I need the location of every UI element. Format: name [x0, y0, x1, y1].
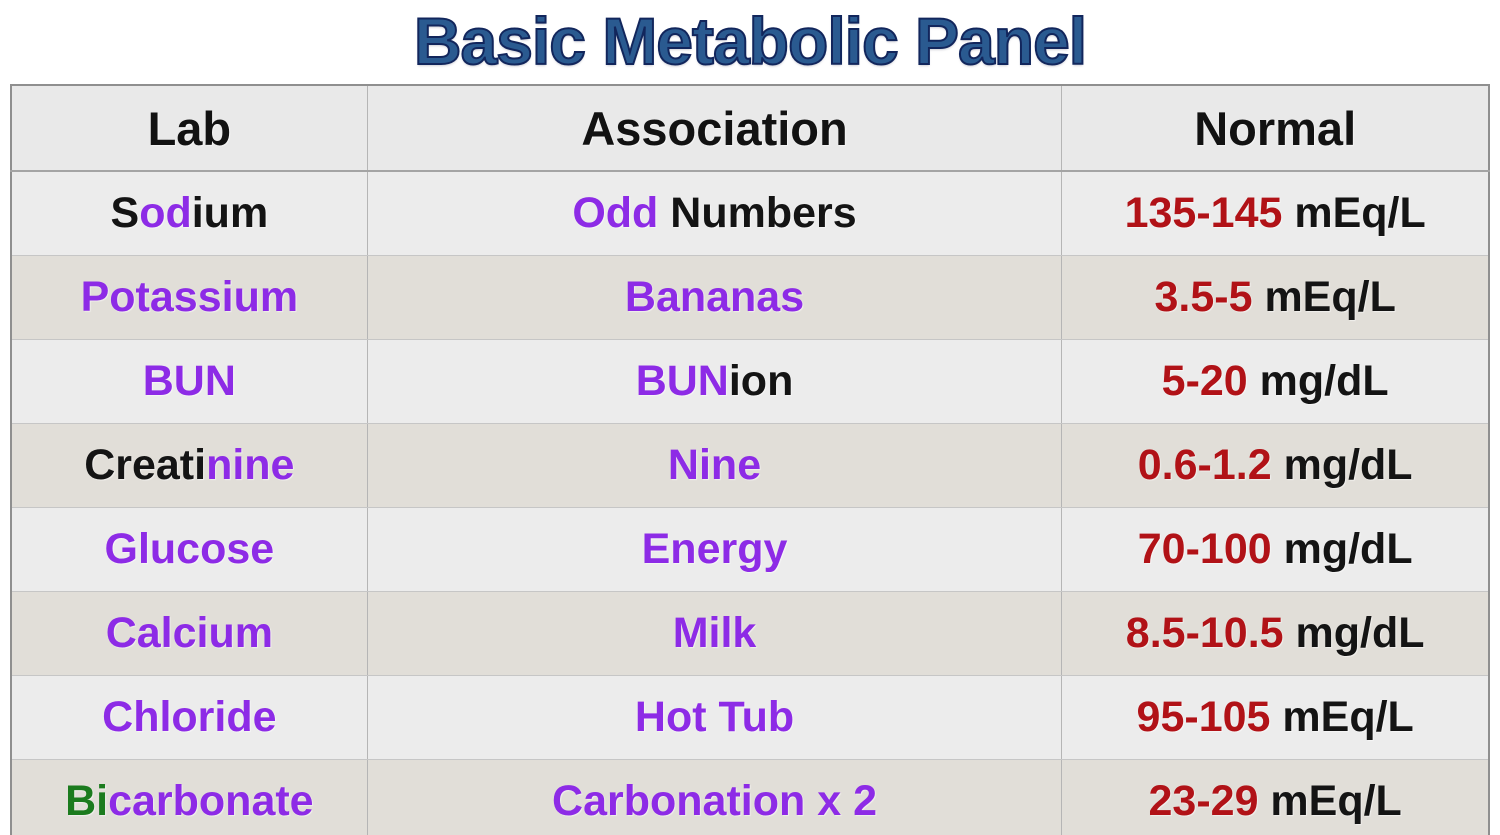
lab-cell: Calcium: [10, 591, 368, 676]
text-segment: mg/dL: [1283, 609, 1425, 657]
text-segment: 135-145: [1124, 189, 1283, 237]
lab-cell: Potassium: [10, 255, 368, 340]
text-segment: Odd: [572, 189, 659, 237]
column-header-normal: Normal: [1061, 84, 1490, 172]
table-row: Sodium Odd Numbers 135-145 mEq/L: [10, 170, 1490, 256]
text-segment: carbonate: [108, 777, 314, 825]
text-segment: ium: [191, 189, 269, 237]
lab-cell: Glucose: [10, 507, 368, 592]
normal-range-cell: 5-20 mg/dL: [1061, 339, 1490, 424]
text-segment: Numbers: [658, 189, 857, 237]
text-segment: od: [139, 189, 192, 237]
text-segment: Glucose: [104, 525, 275, 573]
table-header: Lab Association Normal: [10, 84, 1490, 172]
page-title: Basic Metabolic Panel: [413, 3, 1088, 79]
normal-range-cell: 8.5-10.5 mg/dL: [1061, 591, 1490, 676]
text-segment: Milk: [672, 609, 757, 657]
text-segment: BUN: [635, 357, 729, 405]
normal-range-cell: 23-29 mEq/L: [1061, 759, 1490, 835]
text-segment: 8.5-10.5: [1125, 609, 1284, 657]
table-row: Bicarbonate Carbonation x 2 23-29 mEq/L: [10, 759, 1490, 835]
lab-cell: Bicarbonate: [10, 759, 368, 835]
association-cell: Carbonation x 2: [366, 759, 1063, 835]
table-row: BUN BUNion 5-20 mg/dL: [10, 339, 1490, 424]
text-segment: 95-105: [1136, 693, 1271, 741]
association-cell: Nine: [366, 423, 1063, 508]
text-segment: mg/dL: [1271, 525, 1413, 573]
text-segment: 5-20: [1161, 357, 1248, 405]
text-segment: 70-100: [1137, 525, 1272, 573]
text-segment: Creati: [84, 441, 207, 489]
text-segment: 23-29: [1148, 777, 1259, 825]
text-segment: Hot Tub: [634, 693, 795, 741]
text-segment: mEq/L: [1282, 189, 1426, 237]
column-header-association: Association: [366, 84, 1063, 172]
text-segment: Bi: [65, 777, 109, 825]
association-cell: BUNion: [366, 339, 1063, 424]
table-body: Sodium Odd Numbers 135-145 mEq/L Potassium B…: [10, 170, 1490, 835]
header-row: Lab Association Normal: [10, 84, 1490, 172]
normal-range-cell: 95-105 mEq/L: [1061, 675, 1490, 760]
association-cell: Bananas: [366, 255, 1063, 340]
text-segment: Bananas: [624, 273, 805, 321]
lab-cell: Creatinine: [10, 423, 368, 508]
table-row: Glucose Energy 70-100 mg/dL: [10, 507, 1490, 592]
association-cell: Hot Tub: [366, 675, 1063, 760]
association-cell: Milk: [366, 591, 1063, 676]
text-segment: Chloride: [102, 693, 277, 741]
text-segment: mEq/L: [1252, 273, 1396, 321]
association-cell: Energy: [366, 507, 1063, 592]
normal-range-cell: 0.6-1.2 mg/dL: [1061, 423, 1490, 508]
text-segment: Carbonation x 2: [552, 777, 877, 825]
metabolic-panel-table: Lab Association Normal Sodium Odd Numbers…: [10, 84, 1490, 835]
text-segment: mEq/L: [1270, 693, 1414, 741]
text-segment: mg/dL: [1271, 441, 1413, 489]
lab-cell: Chloride: [10, 675, 368, 760]
lab-cell: Sodium: [10, 170, 368, 256]
text-segment: ion: [728, 357, 794, 405]
text-segment: Energy: [641, 525, 788, 573]
text-segment: mEq/L: [1258, 777, 1402, 825]
lab-cell: BUN: [10, 339, 368, 424]
text-segment: 0.6-1.2: [1137, 441, 1272, 489]
normal-range-cell: 3.5-5 mEq/L: [1061, 255, 1490, 340]
association-cell: Odd Numbers: [366, 170, 1063, 256]
text-segment: BUN: [142, 357, 236, 405]
table-row: Calcium Milk 8.5-10.5 mg/dL: [10, 591, 1490, 676]
normal-range-cell: 135-145 mEq/L: [1061, 170, 1490, 256]
normal-range-cell: 70-100 mg/dL: [1061, 507, 1490, 592]
text-segment: nine: [206, 441, 295, 489]
text-segment: Calcium: [105, 609, 273, 657]
text-segment: 3.5-5: [1154, 273, 1253, 321]
table-row: Chloride Hot Tub 95-105 mEq/L: [10, 675, 1490, 760]
text-segment: Potassium: [80, 273, 299, 321]
text-segment: mg/dL: [1247, 357, 1389, 405]
text-segment: S: [110, 189, 140, 237]
column-header-lab: Lab: [10, 84, 368, 172]
table-row: Potassium Bananas 3.5-5 mEq/L: [10, 255, 1490, 340]
table-row: Creatinine Nine 0.6-1.2 mg/dL: [10, 423, 1490, 508]
text-segment: Nine: [667, 441, 762, 489]
